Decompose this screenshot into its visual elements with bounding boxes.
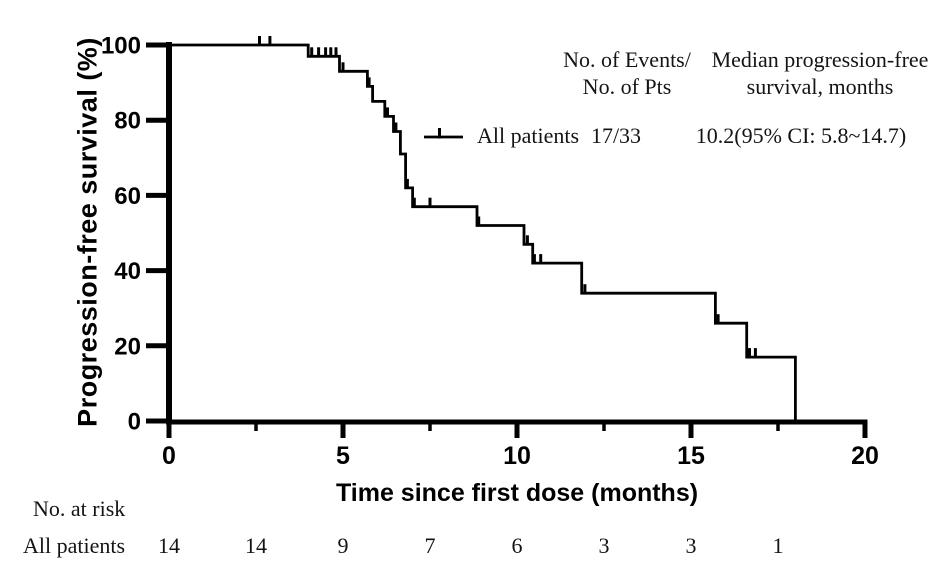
km-survival-curve: [169, 43, 797, 421]
x-tick-label: 5: [336, 442, 350, 470]
x-tick-label: 15: [677, 442, 705, 470]
x-axis-title: Time since first dose (months): [335, 479, 699, 507]
legend-events-value: 17/33: [590, 123, 642, 148]
legend-events-header-line1: No. of Events/: [563, 47, 691, 72]
legend-median-header-line2: survival, months: [746, 74, 894, 99]
legend-series-label: All patients: [477, 123, 580, 148]
legend-events-header: No. of Events/ No. of Pts: [563, 46, 691, 100]
risk-table-row-label: All patients: [23, 533, 126, 558]
risk-count: 9: [337, 533, 349, 558]
y-tick-label: 20: [114, 333, 141, 360]
x-tick-label: 0: [162, 442, 176, 470]
y-tick-label: 0: [128, 409, 141, 436]
y-tick-label: 100: [101, 33, 141, 60]
risk-count: 1: [772, 533, 784, 558]
risk-count: 7: [424, 533, 436, 558]
y-tick-label: 80: [114, 108, 141, 135]
y-tick-label: 40: [114, 258, 141, 285]
x-tick-label: 10: [503, 442, 531, 470]
y-axis-title: Progression-free survival (%): [72, 37, 103, 427]
legend-median-value: 10.2(95% CI: 5.8~14.7): [695, 123, 907, 148]
y-tick-label: 60: [114, 183, 141, 210]
risk-count: 3: [598, 533, 610, 558]
legend-events-header-line2: No. of Pts: [582, 74, 672, 99]
risk-count: 14: [245, 533, 267, 558]
legend-median-header: Median progression-free survival, months: [712, 46, 929, 100]
risk-count: 3: [685, 533, 697, 558]
x-tick-label: 20: [851, 442, 879, 470]
risk-count: 6: [511, 533, 523, 558]
risk-table-title: No. at risk: [33, 496, 126, 521]
risk-count: 14: [158, 533, 180, 558]
legend-median-header-line1: Median progression-free: [711, 47, 929, 72]
